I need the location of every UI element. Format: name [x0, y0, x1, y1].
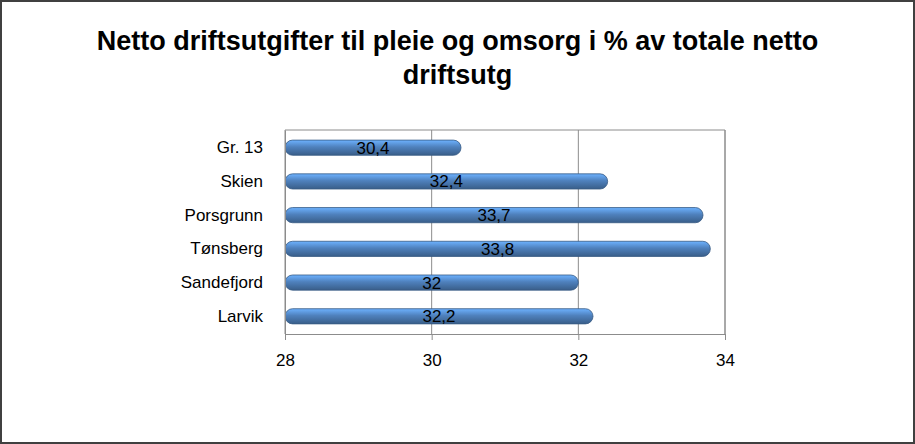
x-axis: 28 30 32 34: [276, 334, 735, 370]
grid-line: [725, 130, 726, 334]
y-axis-line: [285, 131, 286, 335]
data-label: 30,4: [356, 139, 389, 158]
y-tick-label: Porsgrunn: [185, 206, 263, 225]
y-tick: Tønsberg: [190, 239, 263, 258]
chart-svg: Netto driftsutgifter til pleie og omsorg…: [0, 0, 915, 444]
x-tick-mark: [432, 334, 433, 340]
x-tick-mark: [725, 334, 726, 340]
y-tick-label: Skien: [220, 172, 263, 191]
grid-line: [578, 130, 579, 334]
y-tick: Larvik: [218, 307, 264, 326]
grid-line: [285, 130, 286, 334]
data-label: 32,4: [430, 172, 463, 191]
x-axis-line: [286, 335, 726, 341]
x-tick-label: 30: [423, 351, 442, 370]
bars: [285, 140, 710, 324]
y-tick-label: Larvik: [218, 307, 264, 326]
y-tick-label: Tønsberg: [190, 239, 263, 258]
y-axis: Gr. 13 Skien Porsgrunn Tønsberg Sandefjord La…: [181, 131, 286, 335]
y-tick-label: Gr. 13: [217, 138, 263, 157]
y-tick-label: Sandefjord: [181, 273, 263, 292]
chart-frame: [1, 1, 914, 443]
x-tick: 34: [716, 334, 735, 370]
y-tick: Porsgrunn: [185, 206, 263, 225]
x-tick-mark: [578, 334, 579, 340]
x-tick: 28: [276, 334, 295, 370]
chart-title: Netto driftsutgifter til pleie og omsorg…: [97, 26, 819, 90]
grid: [285, 130, 725, 334]
x-tick-label: 34: [716, 351, 735, 370]
plot-border: [725, 130, 726, 334]
x-tick-label: 28: [276, 351, 295, 370]
x-tick-label: 32: [569, 351, 588, 370]
x-tick-mark: [285, 334, 286, 340]
data-label: 32: [422, 274, 441, 293]
data-label: 32,2: [422, 307, 455, 326]
x-tick: 30: [423, 334, 442, 370]
data-label: 33,8: [481, 240, 514, 259]
y-tick: Skien: [220, 172, 263, 191]
y-tick: Gr. 13: [217, 138, 263, 157]
grid-line: [431, 130, 432, 334]
y-tick: Sandefjord: [181, 273, 263, 292]
plot-area: 28 30 32 34 Gr. 13 Skien Porsgrunn Tønsberg Sand…: [181, 130, 735, 370]
x-tick: 32: [569, 334, 588, 370]
plot-border: [285, 130, 725, 131]
data-label: 33,7: [477, 206, 510, 225]
data-labels: 30,4 32,4 33,7 33,8 32 32,2: [356, 139, 514, 327]
